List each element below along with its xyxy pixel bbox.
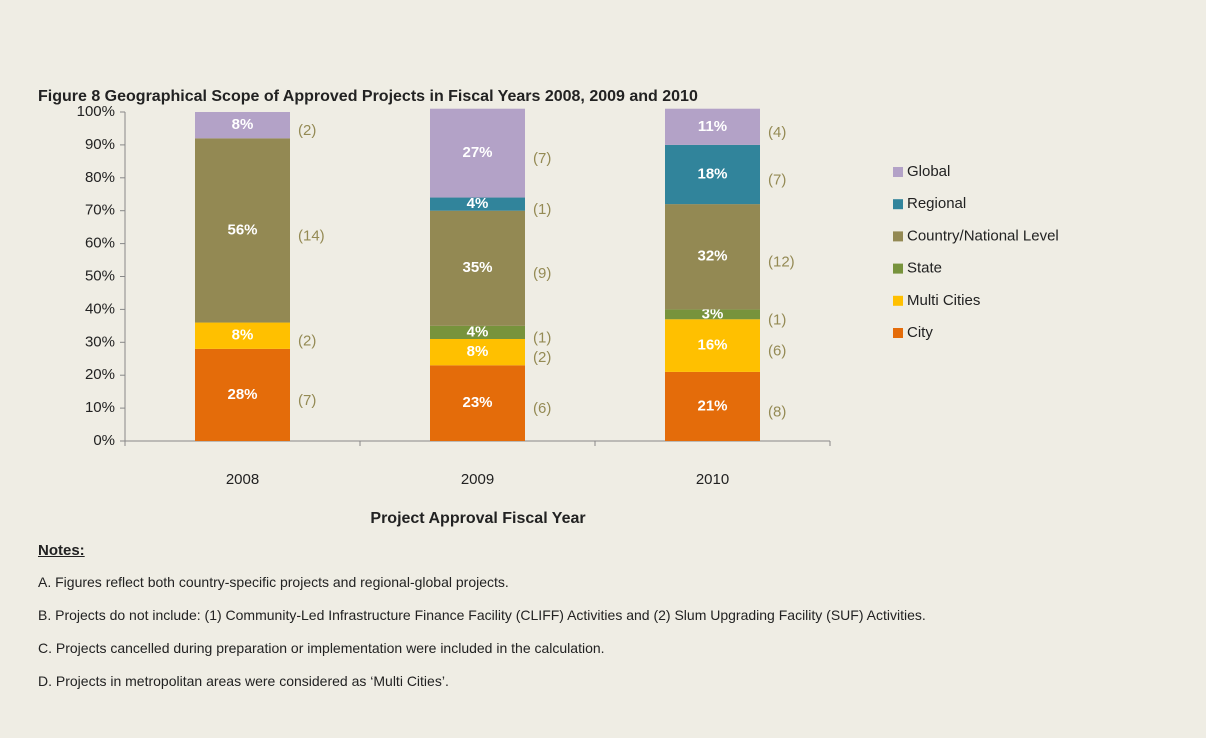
- y-tick-label: 10%: [85, 399, 115, 416]
- count-label: (14): [298, 227, 325, 244]
- legend-label: Global: [907, 163, 950, 180]
- legend-swatch: [893, 199, 903, 210]
- count-label: (12): [768, 254, 795, 271]
- bar-segment: [195, 138, 290, 323]
- legend-swatch: [893, 167, 903, 177]
- x-tick-label: 2010: [696, 471, 729, 488]
- note: B. Projects do not include: (1) Communit…: [38, 607, 926, 623]
- bar-segment: [195, 112, 290, 139]
- value-label: 3%: [702, 305, 724, 322]
- bar-segment: [430, 365, 525, 441]
- value-label: 35%: [462, 259, 492, 276]
- count-label: (7): [768, 171, 786, 188]
- legend-label: City: [907, 324, 933, 341]
- value-label: 8%: [467, 343, 489, 360]
- note: A. Figures reflect both country-specific…: [38, 574, 509, 590]
- y-tick-label: 70%: [85, 202, 115, 219]
- bar-segment: [665, 319, 760, 372]
- value-label: 56%: [227, 221, 257, 238]
- x-tick-label: 2009: [461, 471, 494, 488]
- legend-label: Multi Cities: [907, 292, 980, 309]
- value-label: 11%: [698, 118, 727, 135]
- value-label: 8%: [232, 116, 254, 133]
- value-label: 4%: [467, 195, 489, 212]
- legend-swatch: [893, 295, 903, 306]
- count-label: (1): [533, 201, 551, 218]
- y-tick-label: 90%: [85, 136, 115, 153]
- count-label: (1): [768, 311, 786, 328]
- y-tick-label: 100%: [77, 103, 115, 120]
- legend-label: Regional: [907, 195, 966, 212]
- y-tick-label: 80%: [85, 169, 115, 186]
- x-axis-title: Project Approval Fiscal Year: [370, 510, 585, 527]
- count-label: (4): [768, 124, 786, 141]
- value-label: 18%: [697, 165, 727, 182]
- value-label: 21%: [697, 397, 727, 414]
- value-label: 4%: [467, 323, 489, 340]
- bar-segment: [195, 348, 290, 441]
- bar-segment: [665, 108, 760, 145]
- count-label: (6): [768, 343, 786, 360]
- note: C. Projects cancelled during preparation…: [38, 640, 605, 656]
- y-tick-label: 0%: [93, 432, 115, 449]
- value-label: 23%: [462, 394, 492, 411]
- bar-segment: [665, 204, 760, 310]
- value-label: 32%: [697, 248, 727, 265]
- note: D. Projects in metropolitan areas were c…: [38, 673, 449, 689]
- count-label: (1): [533, 329, 551, 346]
- bar-segment: [430, 210, 525, 326]
- y-tick-label: 30%: [85, 333, 115, 350]
- value-label: 16%: [697, 337, 727, 354]
- legend-label: Country/National Level: [907, 227, 1059, 244]
- y-tick-label: 20%: [85, 366, 115, 383]
- y-tick-label: 40%: [85, 300, 115, 317]
- bar-segment: [430, 339, 525, 366]
- notes-heading: Notes:: [38, 542, 85, 559]
- count-label: (2): [533, 349, 551, 366]
- count-label: (2): [298, 122, 316, 139]
- legend-swatch: [893, 231, 903, 242]
- notes: Notes: A. Figures reflect both country-s…: [38, 542, 1188, 703]
- count-label: (2): [298, 333, 316, 350]
- legend-label: State: [907, 260, 942, 277]
- chart-title: Figure 8 Geographical Scope of Approved …: [38, 88, 698, 105]
- bar-segment: [430, 108, 525, 198]
- count-label: (8): [768, 403, 786, 420]
- chart: Figure 8 Geographical Scope of Approved …: [38, 88, 1059, 527]
- y-tick-label: 50%: [85, 267, 115, 284]
- value-label: 28%: [227, 386, 257, 403]
- count-label: (7): [298, 392, 316, 409]
- legend-swatch: [893, 263, 903, 274]
- bar-segment: [430, 325, 525, 340]
- value-label: 8%: [232, 327, 254, 344]
- count-label: (7): [533, 150, 551, 167]
- bar-segment: [665, 144, 760, 205]
- count-label: (6): [533, 400, 551, 417]
- bar-segment: [430, 197, 525, 211]
- bar-segment: [195, 322, 290, 349]
- count-label: (9): [533, 265, 551, 282]
- x-tick-label: 2008: [226, 471, 259, 488]
- value-label: 27%: [462, 144, 492, 161]
- bar-segment: [665, 309, 760, 320]
- bar-segment: [665, 371, 760, 441]
- legend-swatch: [893, 328, 903, 338]
- y-tick-label: 60%: [85, 235, 115, 252]
